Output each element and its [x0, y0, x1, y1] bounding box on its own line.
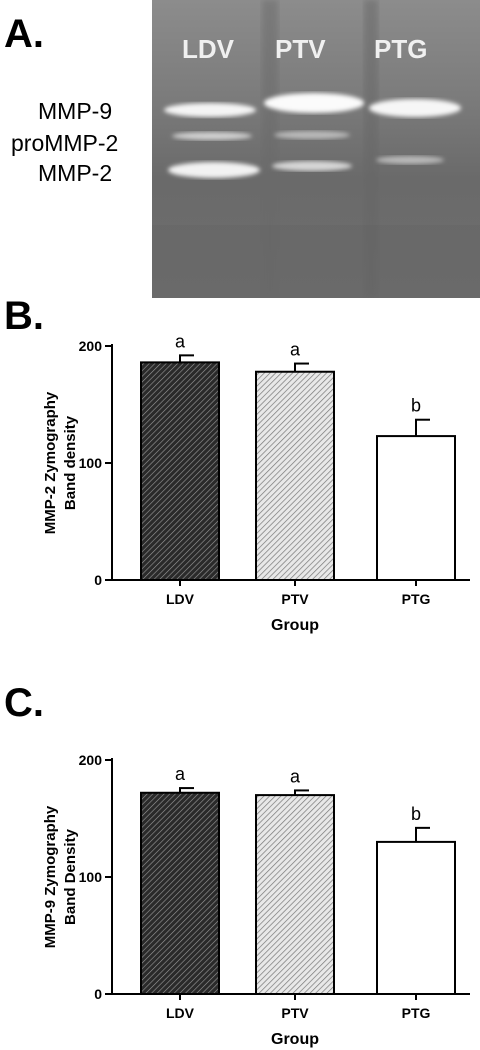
y-tick-label: 200 [79, 752, 103, 768]
significance-label-ptv: a [290, 766, 301, 786]
x-tick-label: PTG [402, 1005, 431, 1021]
y-axis-title-line: MMP-9 Zymography [42, 805, 59, 948]
significance-label-ptv: a [290, 340, 301, 360]
gel-band-ptg-mmp9 [369, 99, 461, 117]
bar-ptv [255, 794, 335, 995]
x-axis-title: Group [271, 1031, 319, 1048]
significance-label-ldv: a [175, 764, 186, 784]
y-axis-title-line: Band density [62, 415, 79, 510]
y-tick-label: 200 [79, 338, 103, 354]
y-axis-title-line: MMP-2 Zymography [42, 391, 59, 534]
mmp2-bar-chart: 0 100 200 a LDV a PTV b PTG Group MMP-2 Zymography… [42, 331, 470, 634]
gel-lane-label-ptg: PTG [374, 34, 428, 64]
gel-lane-label-ldv: LDV [182, 34, 234, 64]
band-label-prommp2: proMMP-2 [11, 130, 119, 156]
bar-ptv [255, 370, 335, 581]
x-tick-label: PTV [281, 1005, 309, 1021]
panel-letter-b: B. [4, 294, 44, 338]
y-tick-label: 100 [79, 869, 103, 885]
x-axis-title: Group [271, 617, 319, 634]
panel-letter-c: C. [4, 681, 44, 725]
y-tick-label: 0 [94, 986, 102, 1002]
x-tick-label: LDV [166, 1005, 195, 1021]
gel-lane-label-ptv: PTV [275, 34, 326, 64]
bar-ldv [140, 361, 220, 581]
gel-band-ldv-mmp9 [164, 103, 256, 117]
x-tick-label: LDV [166, 591, 195, 607]
significance-label-ldv: a [175, 331, 186, 351]
y-axis-title-line: Band Density [62, 828, 79, 925]
gel-band-ptv-mmp2 [272, 161, 352, 171]
y-tick-label: 0 [94, 572, 102, 588]
bar-ptg [376, 435, 456, 581]
zymography-gel-image: LDV PTV PTG [152, 0, 480, 298]
gel-band-ptv-prommp2 [274, 131, 350, 139]
x-tick-label: PTV [281, 591, 309, 607]
x-tick-label: PTG [402, 591, 431, 607]
bar-ptg [376, 840, 456, 996]
significance-label-ptg: b [411, 804, 421, 824]
bar-ldv [140, 791, 220, 996]
band-label-mmp2: MMP-2 [38, 160, 113, 186]
band-label-mmp9: MMP-9 [38, 98, 113, 124]
significance-label-ptg: b [411, 396, 421, 416]
panel-letter-a: A. [4, 12, 44, 56]
y-tick-label: 100 [79, 455, 103, 471]
gel-band-ptv-mmp9 [264, 93, 364, 113]
gel-band-ldv-prommp2 [172, 132, 252, 140]
mmp9-bar-chart: 0 100 200 a LDV a PTV b PTG Group MMP-9 Zymography… [42, 752, 470, 1048]
gel-band-ldv-mmp2 [168, 162, 260, 178]
gel-band-ptg-mmp2 [376, 156, 444, 164]
